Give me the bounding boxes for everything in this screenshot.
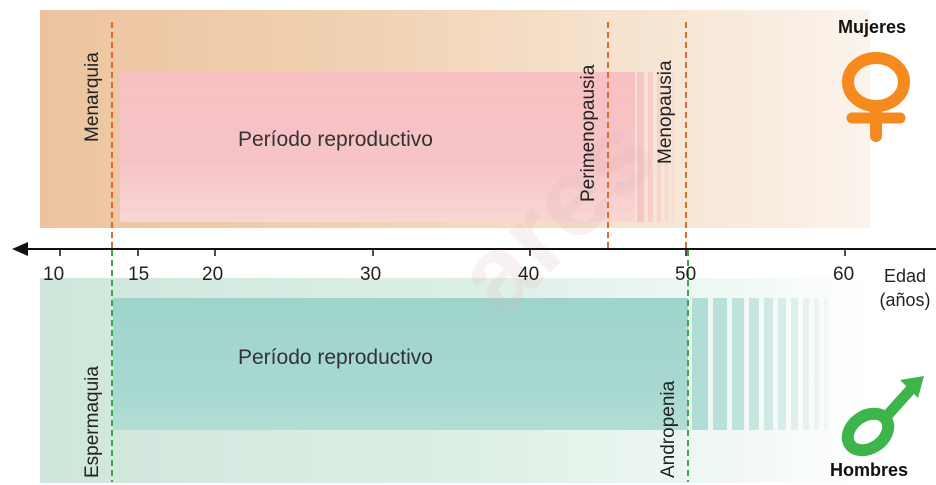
men-label: Hombres <box>830 460 909 480</box>
male-fade-stripe <box>732 298 744 430</box>
male-fade-stripe <box>749 298 759 430</box>
female-period-label: Período reproductivo <box>238 128 433 151</box>
male-fade-stripe <box>713 298 727 430</box>
mars-icon <box>841 376 924 457</box>
andropenia-label: Andropenia <box>658 380 679 478</box>
female-fade-stripe <box>665 72 668 222</box>
menarquia-label: Menarquia <box>82 52 103 142</box>
tick-label: 30 <box>360 264 382 285</box>
male-fade-stripe <box>814 298 819 430</box>
female-fade-stripe <box>657 72 661 222</box>
male-fade-stripe <box>824 298 828 430</box>
tick-label: 20 <box>202 264 224 285</box>
espermaquia-label: Espermaquia <box>82 366 103 478</box>
female-fade-stripe <box>672 72 674 222</box>
age-axis-title-line1: Edad <box>883 266 927 286</box>
tick-label: 50 <box>675 264 697 285</box>
male-period-label: Período reproductivo <box>238 346 433 369</box>
male-fade-stripe <box>764 298 773 430</box>
male-fade-stripe <box>692 298 708 430</box>
male-fade-stripe <box>803 298 809 430</box>
women-label: Mujeres <box>838 17 907 37</box>
age-axis-title-line2: (años) <box>879 290 931 310</box>
male-fade-stripe <box>778 298 786 430</box>
axis-arrow-head <box>12 242 28 256</box>
female-fade-stripe <box>637 72 644 222</box>
menopausia-label: Menopausia <box>655 60 676 164</box>
male-reproductive-band <box>113 298 688 430</box>
perimenopausia-label: Perimenopausia <box>578 64 599 202</box>
tick-label: 15 <box>128 264 150 285</box>
tick-label: 40 <box>518 264 540 285</box>
age-axis-title: Edad (años) <box>876 264 934 312</box>
female-reproductive-band <box>120 72 635 222</box>
female-fade-stripe <box>648 72 653 222</box>
tick-label: 60 <box>833 264 855 285</box>
tick-label: 10 <box>43 264 65 285</box>
male-fade-stripe <box>791 298 798 430</box>
venus-icon <box>842 52 910 142</box>
